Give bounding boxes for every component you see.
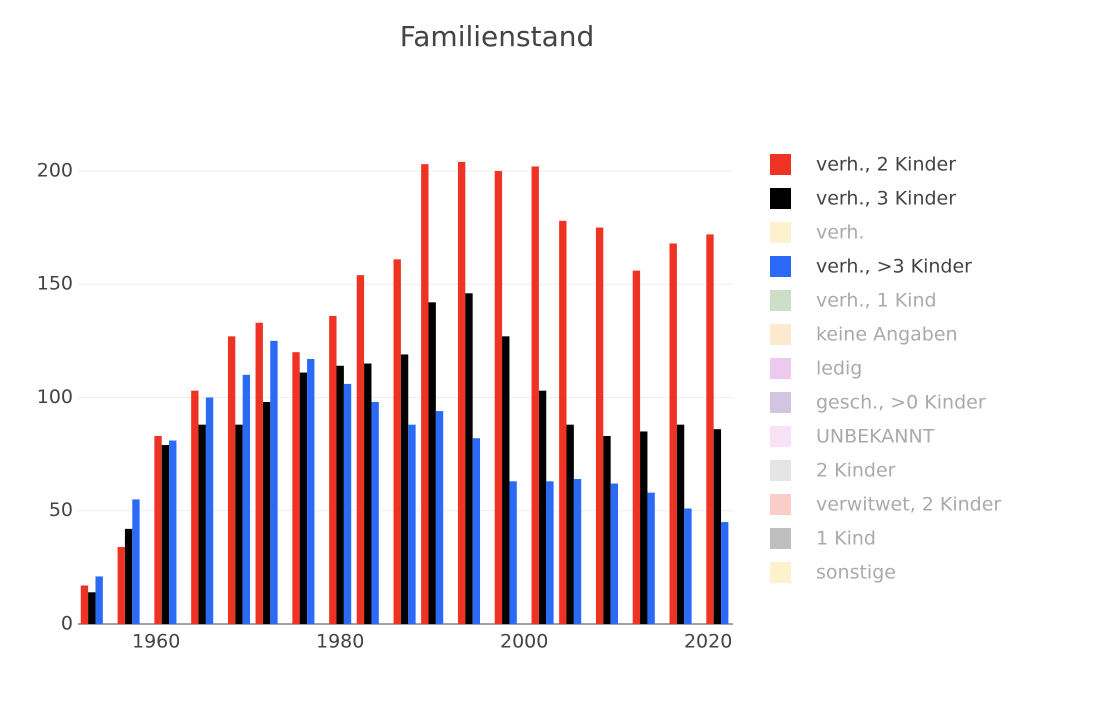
bar <box>603 435 611 624</box>
bar <box>80 585 89 624</box>
bar <box>191 390 199 624</box>
bar <box>595 227 604 624</box>
bar <box>421 164 429 624</box>
bar <box>124 528 133 624</box>
bar <box>343 383 352 624</box>
bar <box>721 522 729 624</box>
legend-swatch[interactable] <box>770 290 791 311</box>
bar <box>307 358 315 624</box>
bar <box>509 481 517 624</box>
bar <box>227 336 236 624</box>
bar <box>154 435 162 624</box>
legend-swatch[interactable] <box>770 358 791 379</box>
bar <box>538 390 547 624</box>
legend-swatch[interactable] <box>770 426 791 447</box>
bar <box>684 508 692 624</box>
bar <box>573 479 582 624</box>
bar <box>169 440 177 624</box>
legend-swatch[interactable] <box>770 460 791 481</box>
bar <box>329 315 337 624</box>
bar <box>435 411 444 624</box>
legend-label[interactable]: sonstige <box>816 562 896 584</box>
bar <box>95 576 103 624</box>
bar <box>198 424 206 624</box>
legend-label[interactable]: keine Angaben <box>816 324 958 346</box>
legend-label[interactable]: 2 Kinder <box>816 460 896 482</box>
legend-label[interactable]: verh. <box>816 222 865 244</box>
bar <box>647 492 655 624</box>
bar <box>706 234 714 624</box>
bar <box>400 354 409 624</box>
bar <box>132 499 140 624</box>
bar <box>393 259 401 624</box>
bar <box>559 220 567 624</box>
x-tick-label: 2000 <box>500 631 548 653</box>
bar <box>502 336 510 624</box>
bar <box>242 374 251 624</box>
bar <box>713 429 722 624</box>
legend-swatch[interactable] <box>770 562 791 583</box>
legend-swatch[interactable] <box>770 324 791 345</box>
bar <box>270 340 278 624</box>
bar <box>676 424 685 624</box>
bar <box>336 365 344 624</box>
bar <box>235 424 243 624</box>
bar <box>457 161 466 625</box>
bar <box>531 166 539 624</box>
legend-label[interactable]: verh., 1 Kind <box>816 290 937 312</box>
bar <box>205 397 214 624</box>
legend-label[interactable]: gesch., >0 Kinder <box>816 392 986 414</box>
bar <box>161 445 170 624</box>
bar <box>356 275 365 624</box>
bar <box>566 424 574 624</box>
bar <box>632 270 641 624</box>
y-tick-label: 50 <box>49 499 73 521</box>
bar <box>299 372 308 624</box>
legend-label[interactable]: 1 Kind <box>816 528 876 550</box>
bar <box>472 438 481 624</box>
chart-title: Familienstand <box>400 20 595 53</box>
y-tick-label: 200 <box>37 159 73 181</box>
legend-swatch[interactable] <box>770 528 791 549</box>
y-tick-label: 150 <box>37 273 73 295</box>
bar <box>292 352 300 624</box>
legend-swatch[interactable] <box>770 154 791 175</box>
x-tick-label: 1980 <box>316 631 364 653</box>
legend-label[interactable]: verh., >3 Kinder <box>816 256 972 278</box>
y-tick-label: 0 <box>61 613 73 635</box>
legend-label[interactable]: verh., 2 Kinder <box>816 154 956 176</box>
legend-swatch[interactable] <box>770 188 791 209</box>
bar <box>494 170 503 624</box>
bar <box>255 322 263 624</box>
legend-swatch[interactable] <box>770 392 791 413</box>
legend-swatch[interactable] <box>770 222 791 243</box>
legend-swatch[interactable] <box>770 494 791 515</box>
bar <box>428 302 436 624</box>
legend-label[interactable]: verh., 3 Kinder <box>816 188 956 210</box>
bar <box>88 592 96 624</box>
x-tick-label: 2020 <box>684 631 732 653</box>
bar <box>364 363 372 624</box>
legend-label[interactable]: ledig <box>816 358 862 380</box>
bar <box>408 424 416 624</box>
bar <box>465 293 473 624</box>
x-tick-label: 1960 <box>132 631 180 653</box>
bar <box>262 402 271 624</box>
bar <box>669 243 677 625</box>
bar <box>546 481 554 624</box>
legend-swatch[interactable] <box>770 256 791 277</box>
bar <box>610 483 619 624</box>
bar <box>371 402 379 624</box>
legend-label[interactable]: UNBEKANNT <box>816 426 935 448</box>
y-tick-label: 100 <box>37 386 73 408</box>
bar <box>640 431 648 624</box>
legend-label[interactable]: verwitwet, 2 Kinder <box>816 494 1001 516</box>
bar <box>117 546 125 624</box>
